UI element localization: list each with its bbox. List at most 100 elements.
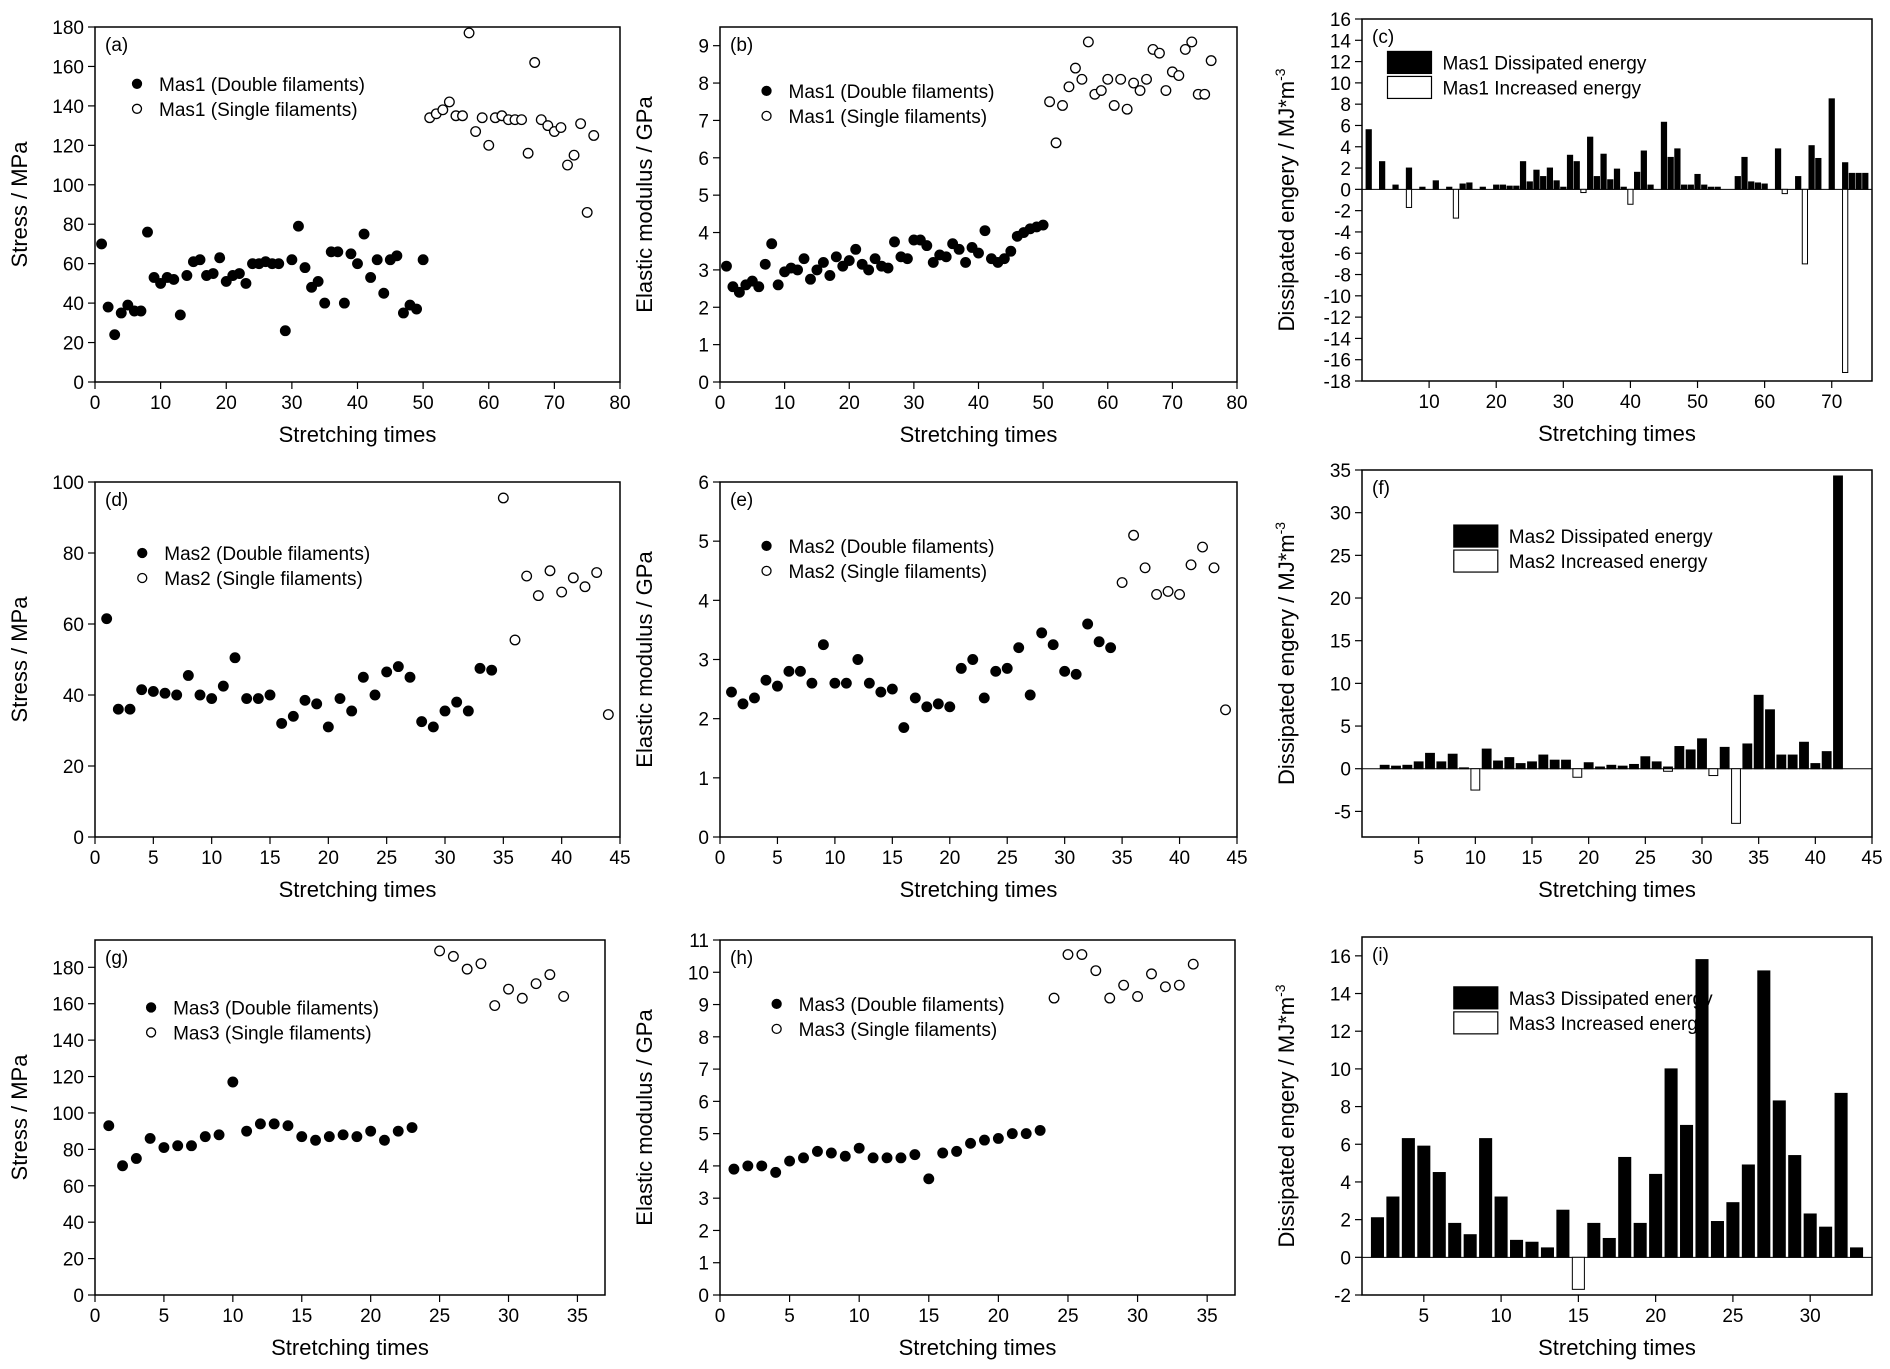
x-tick-label: 60 xyxy=(1754,392,1775,413)
panel-g: 0 5 10 15 20 25 30 35 0 20 40 60 80 100 120 140 160 180 St… xyxy=(7,939,606,1360)
y-tick-label: -16 xyxy=(1324,351,1351,372)
data-point xyxy=(287,710,299,722)
bar xyxy=(1419,186,1426,190)
bar xyxy=(1687,184,1694,190)
legend-marker xyxy=(131,103,143,114)
x-tick-label: 45 xyxy=(609,848,630,869)
bar xyxy=(1515,763,1526,770)
y-tick-label: 120 xyxy=(52,1068,84,1089)
data-point xyxy=(357,671,369,683)
data-point xyxy=(544,565,556,577)
x-axis-label: Stretching times xyxy=(279,877,437,902)
y-tick-label: 20 xyxy=(63,334,84,355)
data-point xyxy=(602,709,614,720)
y-axis-label: Stress / MPa xyxy=(7,596,32,723)
panel-tag: (d) xyxy=(105,490,128,511)
data-point xyxy=(532,590,544,602)
data-point xyxy=(940,251,952,263)
plot-frame xyxy=(1361,936,1873,1296)
legend-label: Mas3 (Single filaments) xyxy=(173,1023,372,1044)
y-tick-label: 5 xyxy=(698,186,709,207)
bar xyxy=(1620,186,1627,190)
x-axis-label: Stretching times xyxy=(1538,877,1696,902)
bar xyxy=(1553,180,1560,190)
y-axis-label: Dissipated engery / MJ*m-3 xyxy=(1272,522,1299,785)
x-tick-label: 60 xyxy=(1097,393,1118,414)
x-tick-label: 0 xyxy=(90,1306,101,1327)
data-point xyxy=(1076,73,1088,85)
x-tick-label: 45 xyxy=(1861,848,1882,869)
data-point xyxy=(581,206,593,218)
bar xyxy=(1446,186,1453,190)
y-tick-label: 35 xyxy=(1330,461,1351,482)
x-tick-label: 25 xyxy=(997,848,1018,869)
bar xyxy=(1546,167,1554,190)
bar xyxy=(1405,167,1413,190)
y-tick-label: 12 xyxy=(1330,53,1351,74)
y-tick-label: 120 xyxy=(52,136,84,157)
x-tick-label: 30 xyxy=(434,848,455,869)
y-tick-label: 4 xyxy=(698,224,709,245)
legend-marker xyxy=(145,1002,157,1013)
data-point xyxy=(756,1160,768,1172)
x-axis-label: Stretching times xyxy=(900,877,1058,902)
panel-c: 10 20 30 40 50 60 70 -18-16-14-12-10-8-6-4-2024… xyxy=(1272,10,1873,446)
panel-tag: (h) xyxy=(730,948,753,969)
data-point xyxy=(992,1133,1004,1144)
y-tick-label: 3 xyxy=(698,651,709,672)
data-point xyxy=(737,698,749,710)
y-tick-label: 25 xyxy=(1330,546,1351,567)
x-axis-label: Stretching times xyxy=(271,1335,429,1360)
data-point xyxy=(241,693,253,705)
data-point xyxy=(486,664,498,676)
plot-frame xyxy=(1361,469,1873,838)
bar xyxy=(1674,746,1685,770)
legend-label: Mas3 (Single filaments) xyxy=(799,1020,998,1041)
legend-swatch xyxy=(1386,50,1433,75)
panel-tag: (f) xyxy=(1372,478,1390,499)
data-point xyxy=(1115,73,1127,85)
data-point xyxy=(159,687,171,699)
y-tick-label: 5 xyxy=(698,532,709,553)
data-point xyxy=(213,1129,225,1141)
data-point xyxy=(474,662,486,674)
legend-label: Mas3 (Double filaments) xyxy=(799,995,1005,1016)
y-tick-label: 0 xyxy=(1340,760,1351,781)
y-tick-label: 140 xyxy=(52,1031,84,1052)
legend-swatch xyxy=(1453,986,1499,1010)
bar xyxy=(1392,184,1399,190)
data-point xyxy=(1132,991,1144,1002)
data-point xyxy=(475,958,487,970)
data-point xyxy=(299,694,311,706)
y-tick-label: 100 xyxy=(52,1104,84,1125)
data-point xyxy=(1116,577,1128,589)
x-tick-label: 10 xyxy=(824,848,845,869)
y-tick-label: 6 xyxy=(698,473,709,494)
x-tick-label: 20 xyxy=(1645,1306,1666,1327)
x-tick-label: 15 xyxy=(1521,848,1542,869)
y-tick-label: -12 xyxy=(1324,308,1351,329)
data-point xyxy=(296,1131,308,1143)
data-point xyxy=(351,1131,363,1143)
y-tick-label: 1 xyxy=(698,336,709,357)
legend-swatch xyxy=(1453,1011,1499,1035)
panel-tag: (a) xyxy=(105,35,128,56)
y-tick-label: 0 xyxy=(698,373,709,394)
data-point xyxy=(973,247,984,259)
bar xyxy=(1753,694,1764,770)
x-tick-label: 35 xyxy=(1112,848,1133,869)
x-tick-label: 80 xyxy=(1226,393,1247,414)
data-point xyxy=(522,147,534,159)
legend-label: Mas3 Increased energy xyxy=(1509,1014,1708,1035)
y-tick-label: 30 xyxy=(1330,504,1351,525)
y-tick-label: 180 xyxy=(52,18,84,39)
y-tick-label: 0 xyxy=(1340,180,1351,201)
y-tick-label: 0 xyxy=(1340,1248,1351,1269)
x-tick-label: 15 xyxy=(291,1306,312,1327)
x-tick-label: 70 xyxy=(1162,393,1183,414)
data-point xyxy=(252,693,264,705)
y-tick-label: 40 xyxy=(63,294,84,315)
data-point xyxy=(1146,968,1157,980)
y-tick-label: -14 xyxy=(1324,329,1352,350)
